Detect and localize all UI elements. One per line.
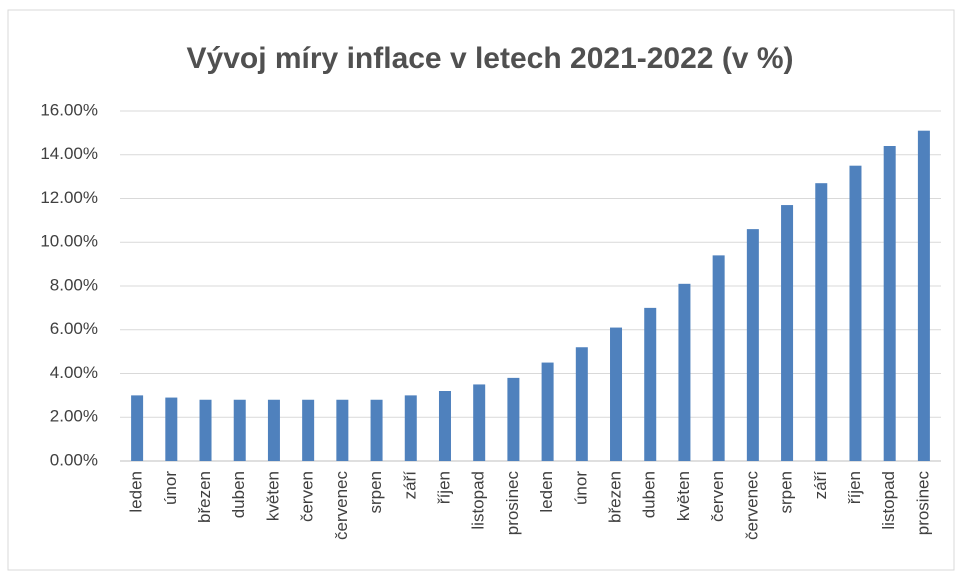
bar [678, 283, 691, 461]
x-tick-label: duben [229, 471, 248, 518]
x-tick-label: únor [571, 471, 590, 505]
bar [336, 399, 349, 461]
bar [849, 165, 862, 461]
bar [302, 399, 315, 461]
x-tick-label: červen [298, 471, 317, 522]
bar [883, 146, 896, 461]
bar [473, 384, 486, 461]
x-tick-label: květen [263, 471, 282, 521]
x-tick-label: červen [708, 471, 727, 522]
x-tick-label: únor [161, 471, 180, 505]
bar [712, 255, 725, 461]
bar [507, 377, 520, 461]
y-tick-label: 10.00% [40, 232, 98, 251]
x-tick-label: říjen [845, 471, 864, 504]
bar [199, 399, 212, 461]
bar [233, 399, 246, 461]
x-tick-label: březen [606, 471, 625, 523]
x-tick-label: leden [127, 471, 146, 513]
x-tick-label: květen [674, 471, 693, 521]
y-tick-label: 14.00% [40, 144, 98, 163]
y-tick-label: 16.00% [40, 100, 98, 119]
bar [610, 327, 623, 461]
chart-frame [7, 9, 955, 571]
x-tick-label: leden [537, 471, 556, 513]
bar [575, 347, 588, 461]
y-tick-label: 6.00% [50, 319, 98, 338]
x-tick-label: říjen [434, 471, 453, 504]
bar [815, 183, 828, 461]
y-tick-label: 0.00% [50, 450, 98, 469]
bar [165, 397, 178, 461]
y-tick-label: 2.00% [50, 407, 98, 426]
x-tick-label: prosinec [913, 471, 932, 536]
x-tick-label: červenec [742, 471, 761, 540]
bar [541, 362, 554, 461]
bar [438, 391, 451, 461]
x-tick-label: duben [640, 471, 659, 518]
y-tick-label: 8.00% [50, 275, 98, 294]
bar [404, 395, 417, 461]
bar [781, 205, 794, 461]
x-tick-label: srpen [366, 471, 385, 514]
bar [267, 399, 280, 461]
bar [917, 130, 930, 461]
chart-title: Vývoj míry inflace v letech 2021-2022 (v… [187, 42, 794, 75]
y-tick-label: 4.00% [50, 363, 98, 382]
x-tick-label: září [811, 471, 830, 500]
x-tick-label: srpen [777, 471, 796, 514]
x-tick-label: listopad [469, 471, 488, 530]
x-tick-label: březen [195, 471, 214, 523]
x-tick-label: červenec [332, 471, 351, 540]
y-tick-label: 12.00% [40, 188, 98, 207]
bar [746, 229, 759, 461]
bar [131, 395, 144, 461]
bar [370, 399, 383, 461]
x-tick-label: září [400, 471, 419, 500]
bar [644, 307, 657, 461]
x-tick-label: prosinec [503, 471, 522, 536]
x-tick-label: listopad [879, 471, 898, 530]
